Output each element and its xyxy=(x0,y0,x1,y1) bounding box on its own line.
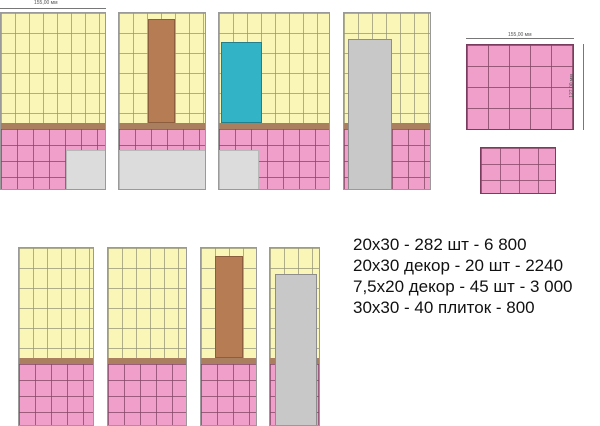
fixture-block xyxy=(66,150,105,189)
lower-tile-zone xyxy=(19,364,93,425)
upper-tile-zone xyxy=(108,248,186,358)
lower-tile-zone xyxy=(108,364,186,425)
panel-tiles xyxy=(467,45,573,129)
upper-tile-zone xyxy=(219,13,329,123)
tile-spec-list: 20х30 - 282 шт - 6 800 20х30 декор - 20 … xyxy=(353,234,573,318)
wall-elevation-top-2 xyxy=(118,12,206,190)
tile-panel-large xyxy=(466,44,574,130)
border-band xyxy=(219,123,329,129)
border-band xyxy=(1,123,105,129)
dimension-line-panel-height xyxy=(583,44,584,130)
wall-elevation-top-3 xyxy=(218,12,330,190)
fixture-block xyxy=(119,150,205,189)
border-band xyxy=(108,358,186,364)
spec-line-3: 7,5х20 декор - 45 шт - 3 000 xyxy=(353,277,573,296)
spec-line-1: 20х30 - 282 шт - 6 800 xyxy=(353,235,527,254)
panel-tiles xyxy=(481,148,555,193)
door-opening xyxy=(275,274,317,425)
dimension-label-panel-height: 127,00 мм xyxy=(568,74,575,98)
decor-strip xyxy=(215,256,243,358)
wall-elevation-bottom-3 xyxy=(200,247,257,426)
wall-elevation-bottom-2 xyxy=(107,247,187,426)
border-band xyxy=(19,358,93,364)
upper-tile-zone xyxy=(19,248,93,358)
border-band xyxy=(119,123,205,129)
dimension-label-panel-width: 155,00 мм xyxy=(508,32,532,38)
spec-line-4: 30х30 - 40 плиток - 800 xyxy=(353,298,535,317)
wall-elevation-bottom-1 xyxy=(18,247,94,426)
decor-strip xyxy=(148,19,175,123)
decor-panel xyxy=(221,42,262,123)
tile-panel-small xyxy=(480,147,556,194)
lower-tile-zone xyxy=(201,364,256,425)
dimension-label-top: 155,00 мм xyxy=(34,0,58,6)
wall-elevation-bottom-4 xyxy=(269,247,320,426)
spec-line-2: 20х30 декор - 20 шт - 2240 xyxy=(353,256,564,275)
wall-elevation-top-1 xyxy=(0,12,106,190)
fixture-block xyxy=(219,150,259,189)
dimension-line-top xyxy=(0,8,106,9)
border-band xyxy=(201,358,256,364)
upper-tile-zone xyxy=(1,13,105,123)
wall-elevation-top-4 xyxy=(343,12,431,190)
door-opening xyxy=(348,39,392,189)
dimension-line-panel-width xyxy=(466,38,574,39)
